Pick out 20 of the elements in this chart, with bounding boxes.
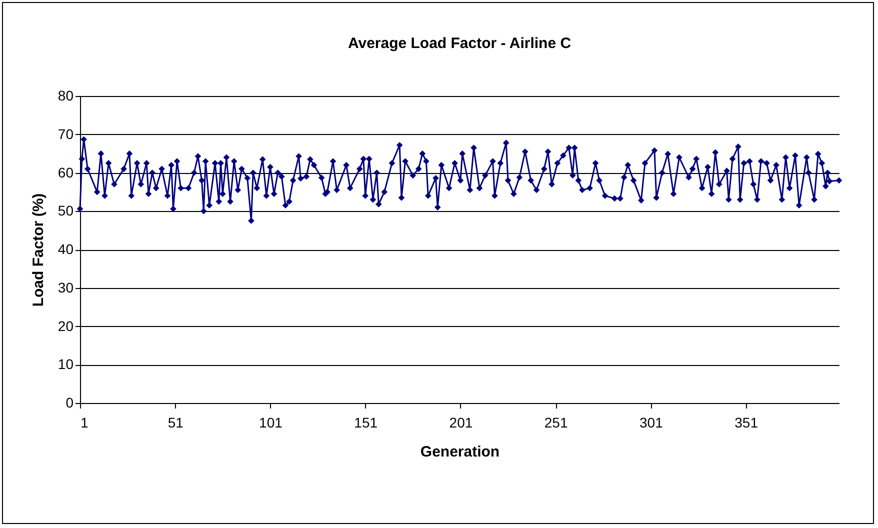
x-tick-label: 1	[80, 414, 88, 430]
x-axis-title: Generation	[420, 444, 500, 460]
y-tick-label: 0	[66, 394, 74, 410]
x-tick-label: 51	[168, 414, 184, 430]
x-tick-label: 251	[544, 414, 568, 430]
x-tick-label: 301	[639, 414, 664, 430]
x-tick-label: 201	[449, 414, 473, 430]
y-tick-label: 60	[58, 164, 74, 180]
y-tick-label: 20	[58, 318, 74, 334]
y-tick-label: 50	[58, 202, 74, 219]
x-tick-label: 101	[259, 414, 283, 430]
x-tick-label: 351	[734, 414, 758, 430]
y-tick-label: 40	[58, 241, 74, 257]
y-tick-label: 10	[58, 356, 74, 372]
x-tick-label: 151	[354, 414, 378, 430]
y-tick-label: 70	[58, 126, 74, 142]
y-tick-label: 30	[58, 279, 74, 296]
y-axis-title: Load Factor (%)	[30, 193, 47, 307]
y-tick-label: 80	[58, 88, 74, 104]
chart-title: Average Load Factor - Airline C	[348, 35, 572, 52]
